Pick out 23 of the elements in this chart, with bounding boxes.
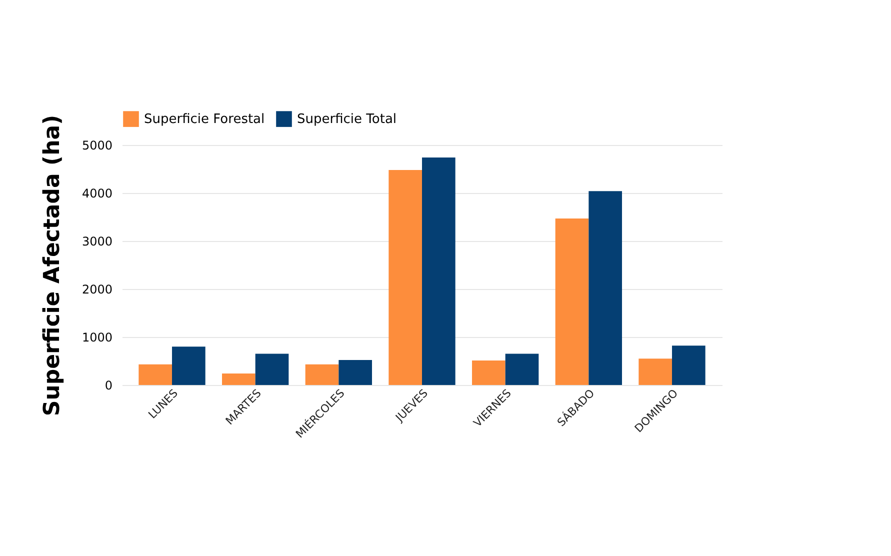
bar: [588, 191, 622, 385]
bar: [555, 218, 589, 385]
bar: [505, 354, 539, 385]
bar: [255, 354, 289, 385]
y-tick-label: 4000: [82, 186, 112, 200]
legend-label: Superficie Total: [297, 112, 397, 128]
bar: [305, 364, 339, 385]
bar: [222, 373, 256, 385]
bar: [472, 360, 506, 385]
bar: [422, 157, 456, 385]
bar: [138, 364, 172, 385]
legend-label: Superficie Forestal: [144, 112, 265, 128]
y-tick-label: 2000: [82, 282, 112, 296]
bar: [338, 360, 372, 385]
y-tick-label: 5000: [82, 138, 112, 152]
bar: [638, 358, 672, 385]
y-tick-label: 1000: [82, 330, 112, 344]
bar: [672, 346, 706, 385]
y-tick-label: 3000: [82, 234, 112, 248]
y-tick-label: 0: [104, 378, 112, 392]
y-axis-title: Superficie Afectada (ha): [40, 114, 65, 416]
bar: [388, 170, 422, 385]
bar: [172, 346, 206, 385]
